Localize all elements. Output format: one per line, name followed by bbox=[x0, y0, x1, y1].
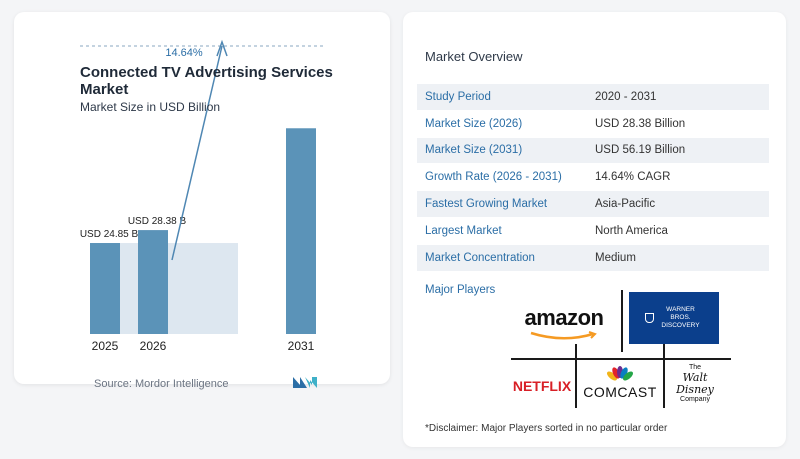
major-players-logos: amazon WARNER BROS. DISCOVERY NETFLIX bbox=[511, 288, 731, 408]
data-label: USD 28.38 B bbox=[128, 216, 187, 227]
bar-2031 bbox=[286, 128, 316, 334]
amazon-smile-icon bbox=[530, 331, 597, 340]
overview-row: Fastest Growing Market Asia-Pacific bbox=[417, 191, 769, 218]
chart-card: 2025 USD 24.85 B 2026 USD 28.38 B 2031 14.64%… bbox=[14, 12, 390, 390]
disney-the: The bbox=[688, 364, 702, 371]
overview-row: Market Size (2031) USD 56.19 Billion bbox=[417, 137, 769, 165]
x-tick-label: 2025 bbox=[92, 339, 119, 353]
overview-row-value: Medium bbox=[595, 251, 636, 264]
logo-divider bbox=[621, 290, 623, 352]
warner-bros-discovery-logo: WARNER BROS. DISCOVERY bbox=[629, 292, 719, 344]
overview-title: Market Overview bbox=[425, 49, 523, 64]
netflix-logo: NETFLIX bbox=[512, 378, 572, 394]
overview-row-label: Growth Rate (2026 - 2031) bbox=[425, 171, 562, 184]
warner-wordmark: WARNER BROS. DISCOVERY bbox=[661, 306, 700, 329]
chart-subtitle: Market Size in USD Billion bbox=[80, 100, 221, 114]
overview-row: Growth Rate (2026 - 2031) 14.64% CAGR bbox=[417, 164, 769, 192]
overview-row-label: Market Concentration bbox=[425, 251, 535, 264]
amazon-wordmark: amazon bbox=[524, 305, 604, 330]
source-note: Source: Mordor Intelligence bbox=[94, 378, 229, 390]
disney-logo: The Walt Disney Company bbox=[665, 364, 725, 404]
cagr-arrow bbox=[171, 45, 223, 261]
logo-divider bbox=[511, 358, 731, 360]
bar-2025 bbox=[90, 243, 120, 334]
overview-row: Market Size (2026) USD 28.38 Billion bbox=[417, 110, 769, 138]
overview-table: Study Period 2020 - 2031 Market Size (2026… bbox=[417, 84, 769, 272]
data-label: USD 24.85 B bbox=[80, 229, 139, 240]
disney-company: Company bbox=[680, 396, 710, 403]
overview-row: Study Period 2020 - 2031 bbox=[417, 84, 769, 111]
overview-row-label: Fastest Growing Market bbox=[425, 198, 548, 211]
overview-row: Market Concentration Medium bbox=[417, 244, 769, 272]
chart-title: Connected TV Advertising Services Market bbox=[80, 64, 333, 98]
disney-script: Walt Disney bbox=[676, 371, 714, 396]
cagr-label: 14.64% bbox=[165, 47, 203, 59]
overview-row-label: Largest Market bbox=[425, 224, 502, 237]
comcast-logo: COMCAST bbox=[577, 358, 663, 408]
overview-row-value: 2020 - 2031 bbox=[595, 90, 657, 103]
amazon-logo: amazon bbox=[511, 294, 617, 352]
overview-row-value: 14.64% CAGR bbox=[595, 171, 671, 184]
mordor-logo-icon bbox=[293, 377, 317, 388]
wb-shield-icon bbox=[644, 313, 654, 323]
bar-2026 bbox=[138, 230, 168, 334]
overview-row-label: Market Size (2026) bbox=[425, 117, 523, 130]
comcast-wordmark: COMCAST bbox=[583, 384, 657, 400]
overview-row: Largest Market North America bbox=[417, 217, 769, 245]
disclaimer: *Disclaimer: Major Players sorted in no … bbox=[425, 423, 668, 434]
overview-row-value: North America bbox=[595, 224, 668, 237]
overview-row-value: USD 28.38 Billion bbox=[595, 117, 686, 130]
logo-divider bbox=[663, 344, 665, 408]
logo-divider bbox=[575, 344, 577, 408]
cagr-arrow-head bbox=[216, 39, 228, 57]
overview-row-label: Market Size (2031) bbox=[425, 144, 523, 157]
overview-row-value: USD 56.19 Billion bbox=[595, 144, 686, 157]
major-players-label: Major Players bbox=[425, 284, 496, 296]
x-tick-label: 2026 bbox=[140, 339, 167, 353]
overview-row-label: Study Period bbox=[425, 90, 491, 103]
overview-row-value: Asia-Pacific bbox=[595, 198, 656, 211]
market-overview-panel: Market Overview Study Period 2020 - 2031 M… bbox=[403, 12, 786, 447]
bar-chart: 2025 USD 24.85 B 2026 USD 28.38 B 2031 14.64% bbox=[80, 39, 326, 353]
x-tick-label: 2031 bbox=[288, 339, 315, 353]
nbc-peacock-icon bbox=[607, 366, 633, 381]
